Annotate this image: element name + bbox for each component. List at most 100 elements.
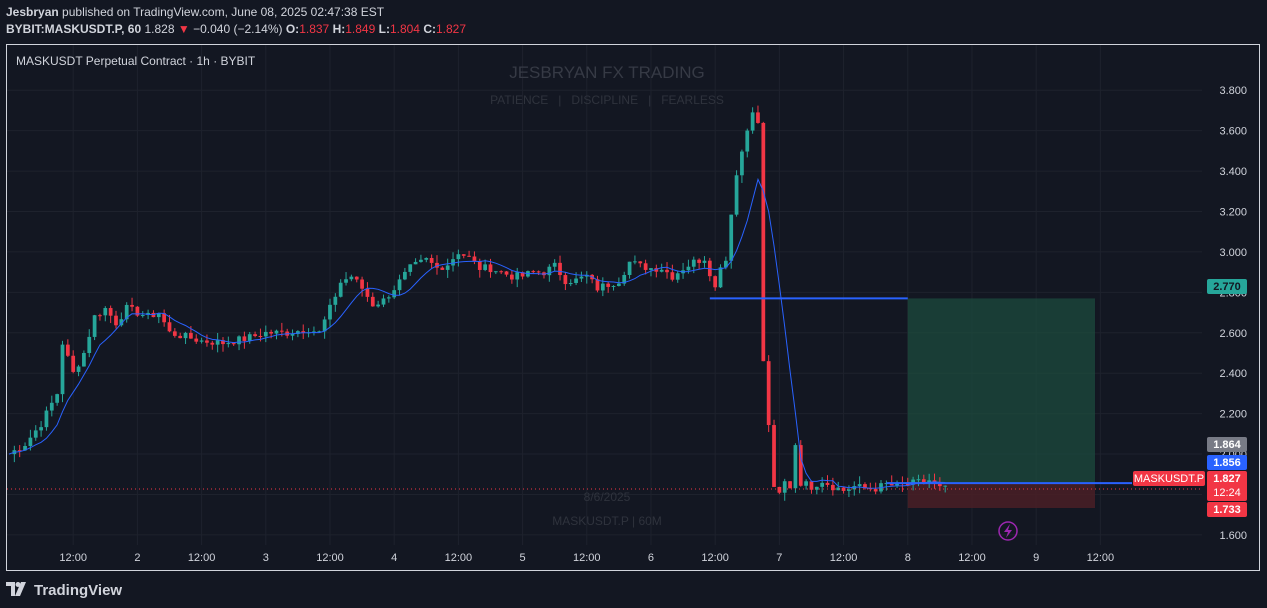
low-value: 1.804 [389,22,420,36]
candle-body [92,315,97,337]
candle-body [301,331,306,334]
candle-body [82,352,86,367]
stop-zone[interactable] [907,483,1096,509]
candle-body [943,485,948,487]
position-zones[interactable] [907,298,1096,509]
candle-body [215,340,220,345]
candle-body [697,259,701,263]
candle-body [338,282,343,297]
candles [12,105,948,501]
candle-body [665,269,669,273]
candle-body [194,338,199,342]
candle-body [408,264,413,272]
candle-body [788,481,792,489]
blue-label-bg [1207,455,1247,470]
candle-body [247,334,252,341]
change-arrow-icon: ▼ [177,22,190,36]
candle-body [809,481,814,490]
candle-body [568,283,573,285]
price-axis[interactable]: 3.8003.6003.4003.2003.0002.8002.6002.400… [1219,85,1247,542]
current-label-bg [1207,471,1247,501]
change-value: −0.040 (−2.14%) [193,22,283,36]
y-tick-label: 3.000 [1219,247,1247,259]
chart-frame[interactable]: JESBRYAN FX TRADING PATIENCE | DISCIPLIN… [6,44,1260,571]
gray-label: 1.864 [1213,439,1241,451]
candle-body [820,482,825,487]
x-tick-label: 12:00 [701,552,729,564]
x-tick-label: 8 [905,552,911,564]
candle-body [483,264,488,270]
candle-body [584,274,589,277]
candle-body [328,304,332,320]
candle-body [44,410,49,428]
candle-body [397,279,402,291]
candle-body [627,261,632,275]
candle-body [873,489,878,492]
x-tick-label: 12:00 [573,552,601,564]
level-lines[interactable] [7,297,1202,490]
candle-body [579,276,584,279]
candle-body [162,313,167,323]
target-label: 2.770 [1213,281,1241,293]
candle-body [183,332,188,339]
candle-body [723,260,728,268]
price-chart[interactable]: JESBRYAN FX TRADING PATIENCE | DISCIPLIN… [7,45,1259,570]
candle-body [333,296,338,305]
time-axis[interactable]: 12:00 2 12:00 3 12:00 4 12:00 5 12:00 6 12:00 7 12:0… [59,552,1114,564]
target-zone[interactable] [907,298,1096,484]
candle-body [60,344,65,395]
candle-body [825,482,830,485]
candle-body [782,481,787,493]
candle-body [675,273,680,280]
candle-body [392,290,397,298]
candle-body [670,272,675,280]
candle-body [686,266,691,271]
candle-body [49,402,54,411]
close-label: C: [423,22,436,36]
candle-body [761,122,766,362]
candle-body [493,271,498,273]
y-tick-label: 3.800 [1219,85,1247,97]
candle-body [515,272,520,280]
x-tick-label: 12:00 [188,552,216,564]
high-value: 1.849 [345,22,376,36]
alert-lightning-icon[interactable] [998,521,1018,541]
moving-average [8,177,946,489]
candle-body [71,355,76,372]
candle-body [921,479,926,483]
candle-body [552,262,557,267]
candle-body [729,214,734,261]
candle-body [798,445,803,486]
y-tick-label: 3.400 [1219,166,1247,178]
candle-body [419,259,423,262]
publisher-name[interactable]: Jesbryan [6,5,59,19]
candle-body [499,271,504,273]
candle-body [156,313,161,318]
open-label: O: [285,22,300,36]
y-tick-label: 2.200 [1219,409,1247,421]
candle-body [263,331,268,337]
x-tick-label: 12:00 [958,552,986,564]
candle-body [274,330,279,334]
tradingview-logo-icon[interactable] [6,581,30,599]
candle-body [172,331,177,336]
y-tick-label: 2.600 [1219,328,1247,340]
watermark-title: JESBRYAN FX TRADING [509,63,705,82]
candle-body [937,482,942,487]
candle-body [467,255,471,257]
candle-body [830,484,835,491]
candle-body [140,315,145,317]
candle-body [488,264,493,273]
price-label-blue: 1.856 [1207,455,1247,470]
candle-body [574,278,578,284]
symbol-label-bg [1133,471,1205,486]
candle-body [927,480,932,483]
candle-body [836,487,841,491]
candle-body [221,340,225,345]
candle-body [269,331,274,334]
watermark-tagline: PATIENCE | DISCIPLINE | FEARLESS [490,93,724,107]
tradingview-brand[interactable]: TradingView [34,581,123,599]
candle-body [429,257,434,263]
candle-body [210,342,215,345]
price-label-current: MASKUSDT.P 1.827 12:24 [1133,471,1247,501]
